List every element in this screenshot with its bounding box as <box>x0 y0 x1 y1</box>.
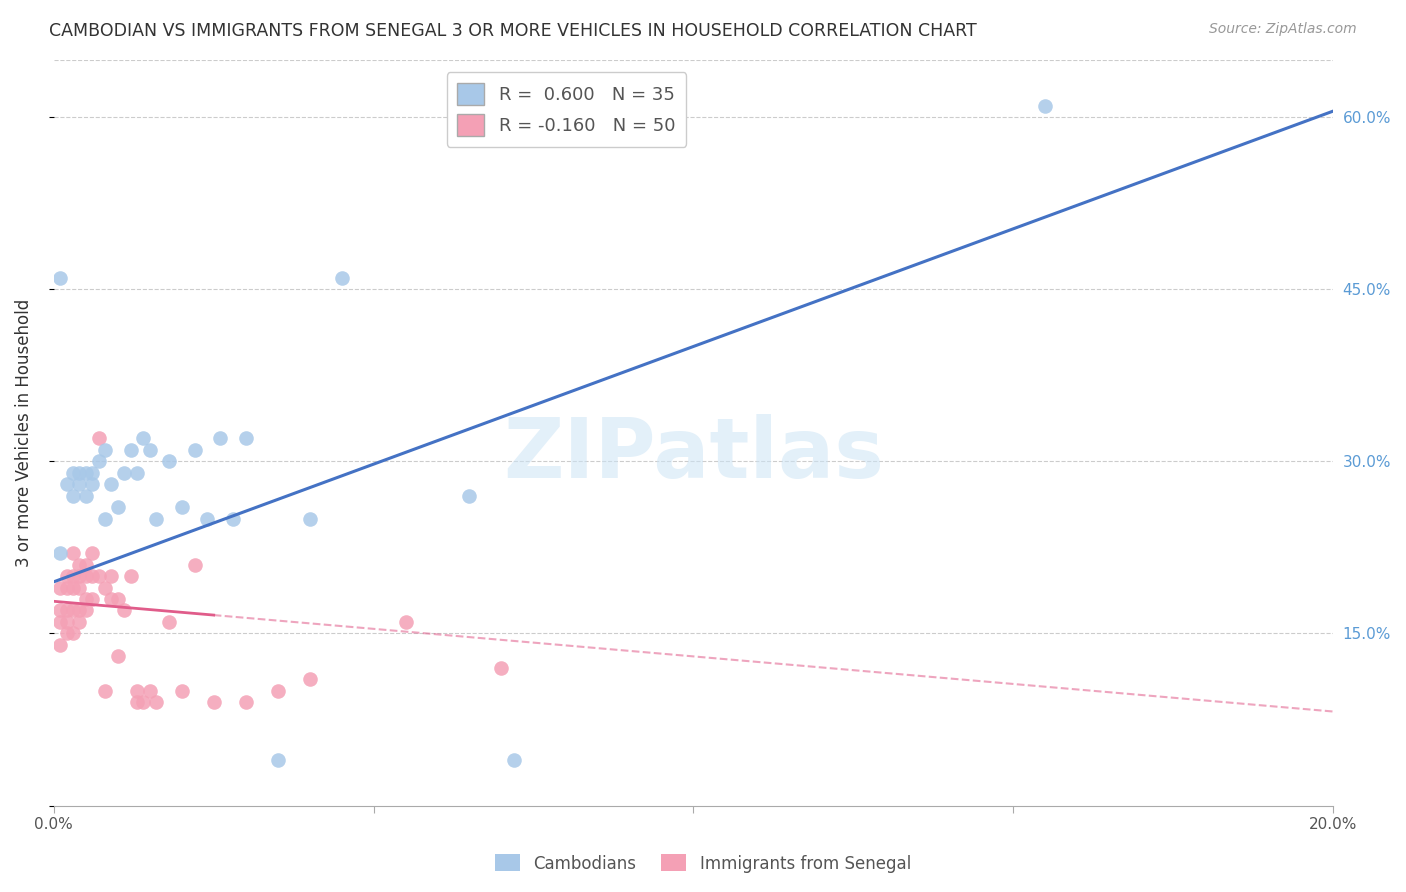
Point <box>157 615 180 629</box>
Point <box>62 581 84 595</box>
Point <box>139 442 162 457</box>
Point <box>503 753 526 767</box>
Point <box>75 489 97 503</box>
Point <box>67 569 90 583</box>
Point <box>266 683 288 698</box>
Point <box>49 581 72 595</box>
Legend: R =  0.600   N = 35, R = -0.160   N = 50: R = 0.600 N = 35, R = -0.160 N = 50 <box>447 72 686 147</box>
Point <box>55 626 77 640</box>
Point <box>125 683 148 698</box>
Point <box>49 615 72 629</box>
Point <box>62 626 84 640</box>
Point <box>62 489 84 503</box>
Point <box>87 454 110 468</box>
Point <box>107 500 129 515</box>
Point <box>67 615 90 629</box>
Point <box>125 466 148 480</box>
Point <box>75 603 97 617</box>
Point <box>82 569 104 583</box>
Point <box>75 592 97 607</box>
Point <box>75 466 97 480</box>
Point <box>82 466 104 480</box>
Point <box>62 569 84 583</box>
Point <box>132 695 155 709</box>
Point <box>55 569 77 583</box>
Point <box>183 442 205 457</box>
Point <box>82 546 104 560</box>
Point <box>266 753 288 767</box>
Point <box>82 477 104 491</box>
Point <box>94 442 117 457</box>
Point <box>394 615 416 629</box>
Point <box>67 477 90 491</box>
Point <box>100 569 122 583</box>
Point <box>195 511 218 525</box>
Point <box>55 581 77 595</box>
Point <box>94 511 117 525</box>
Point <box>298 673 321 687</box>
Point <box>330 270 353 285</box>
Point <box>170 683 193 698</box>
Point <box>87 569 110 583</box>
Point <box>157 454 180 468</box>
Point <box>49 638 72 652</box>
Point <box>145 511 167 525</box>
Point <box>100 592 122 607</box>
Point <box>183 558 205 572</box>
Point <box>49 603 72 617</box>
Point <box>145 695 167 709</box>
Point <box>67 603 90 617</box>
Point <box>112 603 135 617</box>
Point <box>67 581 90 595</box>
Point <box>75 558 97 572</box>
Point <box>235 431 257 445</box>
Point <box>170 500 193 515</box>
Point <box>49 270 72 285</box>
Text: Source: ZipAtlas.com: Source: ZipAtlas.com <box>1209 22 1357 37</box>
Point <box>55 477 77 491</box>
Point <box>209 431 232 445</box>
Point <box>235 695 257 709</box>
Point <box>75 569 97 583</box>
Point <box>112 466 135 480</box>
Point <box>49 546 72 560</box>
Point <box>62 603 84 617</box>
Point <box>458 489 481 503</box>
Point <box>120 442 142 457</box>
Point <box>55 615 77 629</box>
Point <box>222 511 245 525</box>
Point <box>94 683 117 698</box>
Point <box>62 546 84 560</box>
Y-axis label: 3 or more Vehicles in Household: 3 or more Vehicles in Household <box>15 299 32 566</box>
Point <box>107 649 129 664</box>
Text: CAMBODIAN VS IMMIGRANTS FROM SENEGAL 3 OR MORE VEHICLES IN HOUSEHOLD CORRELATION: CAMBODIAN VS IMMIGRANTS FROM SENEGAL 3 O… <box>49 22 977 40</box>
Point <box>1033 98 1056 112</box>
Point <box>202 695 225 709</box>
Point <box>62 466 84 480</box>
Point <box>298 511 321 525</box>
Legend: Cambodians, Immigrants from Senegal: Cambodians, Immigrants from Senegal <box>488 847 918 880</box>
Point <box>132 431 155 445</box>
Text: ZIPatlas: ZIPatlas <box>503 415 884 495</box>
Point <box>139 683 162 698</box>
Point <box>67 466 90 480</box>
Point <box>120 569 142 583</box>
Point <box>82 592 104 607</box>
Point <box>125 695 148 709</box>
Point <box>55 603 77 617</box>
Point <box>67 558 90 572</box>
Point <box>87 431 110 445</box>
Point <box>491 661 513 675</box>
Point <box>100 477 122 491</box>
Point <box>107 592 129 607</box>
Point <box>94 581 117 595</box>
